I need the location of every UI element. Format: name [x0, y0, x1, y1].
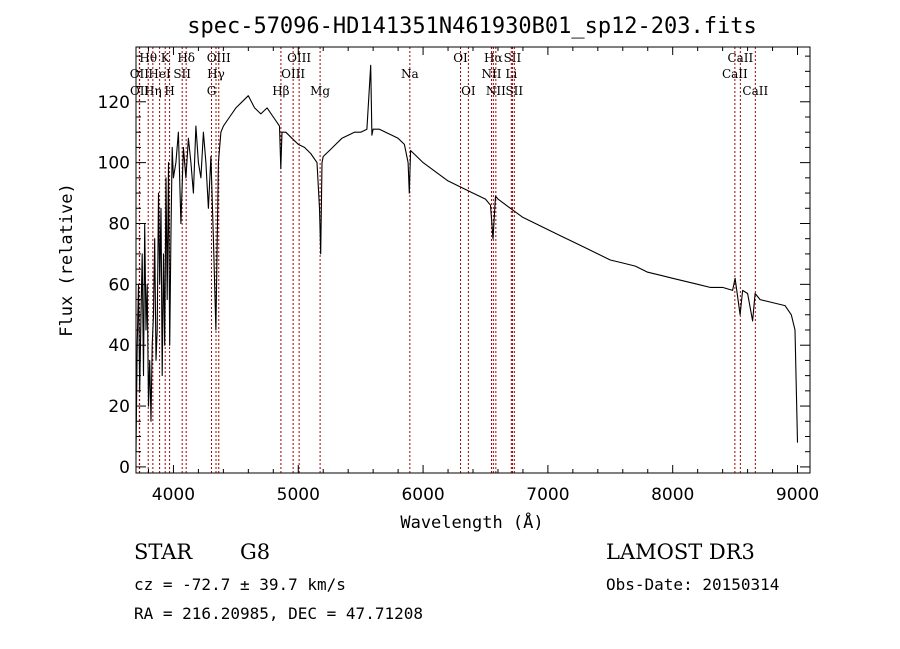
y-tick-label: 60: [108, 275, 130, 295]
x-tick-label: 9000: [776, 485, 819, 505]
line-marker-label: OIII: [287, 51, 311, 65]
plot-frame: [135, 46, 811, 474]
y-tick-label: 100: [98, 154, 130, 174]
emission-line-markers: Hθ OII OII K HeI Hη Hδ SII H OIII Hγ G Hβ OIII OIII Mg N…: [130, 47, 768, 473]
spectral-subclass: G8: [240, 540, 271, 564]
line-marker-label: Hβ: [272, 84, 289, 98]
line-marker-label: Hα: [484, 51, 503, 65]
x-axis-label: Wavelength (Å): [400, 511, 543, 533]
line-marker-label: OIII: [281, 67, 305, 81]
chart-title: spec-57096-HD141351N461930B01_sp12-203.f…: [187, 14, 757, 39]
line-marker-label: Hθ: [139, 51, 157, 65]
line-marker-label: SII: [505, 84, 523, 98]
line-marker-label: OII: [130, 84, 150, 98]
line-marker-label: HeI: [148, 67, 171, 81]
x-tick-label: 8000: [651, 485, 694, 505]
x-tick-label: 7000: [526, 485, 569, 505]
y-axis-label: Flux (relative): [57, 183, 77, 337]
line-marker-label: CaII: [742, 84, 768, 98]
line-marker-label: NII: [486, 84, 506, 98]
line-marker-label: K: [161, 51, 171, 65]
line-marker-label: OI: [461, 84, 476, 98]
object-class: STAR: [134, 540, 193, 564]
redshift-readout: cz = -72.7 ± 39.7 km/s: [134, 575, 346, 594]
line-marker-label: Na: [401, 67, 419, 81]
line-marker-label: CaII: [727, 51, 753, 65]
line-marker-label: NII: [481, 67, 501, 81]
line-marker-label: OIII: [207, 51, 231, 65]
line-marker-label: SII: [173, 67, 191, 81]
spectrum-line: [135, 64, 799, 452]
line-marker-label: OI: [453, 51, 468, 65]
x-tick-label: 5000: [277, 485, 320, 505]
x-tick-label: 6000: [401, 485, 444, 505]
axes: 4000 5000 6000 7000 8000 9000 0 20 40 60 80 100 120: [98, 47, 819, 505]
line-marker-label: SII: [504, 51, 522, 65]
survey-name: LAMOST DR3: [606, 540, 755, 564]
observation-date: Obs-Date: 20150314: [606, 575, 780, 594]
line-marker-label: Li: [505, 67, 517, 81]
line-marker-label: Hγ: [207, 67, 225, 81]
y-tick-label: 120: [98, 93, 130, 113]
line-marker-label: H: [164, 84, 174, 98]
y-tick-label: 0: [119, 458, 130, 478]
line-marker-label: CaII: [722, 67, 748, 81]
x-tick-label: 4000: [152, 485, 195, 505]
line-marker-label: Hδ: [177, 51, 195, 65]
y-tick-label: 40: [108, 336, 130, 356]
line-marker-label: Mg: [310, 84, 330, 98]
line-marker-label: Hη: [144, 84, 162, 98]
spectrum-series: [135, 64, 799, 452]
line-marker-label: G: [207, 84, 217, 98]
coordinates-readout: RA = 216.20985, DEC = 47.71208: [134, 604, 423, 623]
y-tick-label: 20: [108, 397, 130, 417]
line-marker-label: OII: [130, 67, 150, 81]
y-tick-label: 80: [108, 214, 130, 234]
